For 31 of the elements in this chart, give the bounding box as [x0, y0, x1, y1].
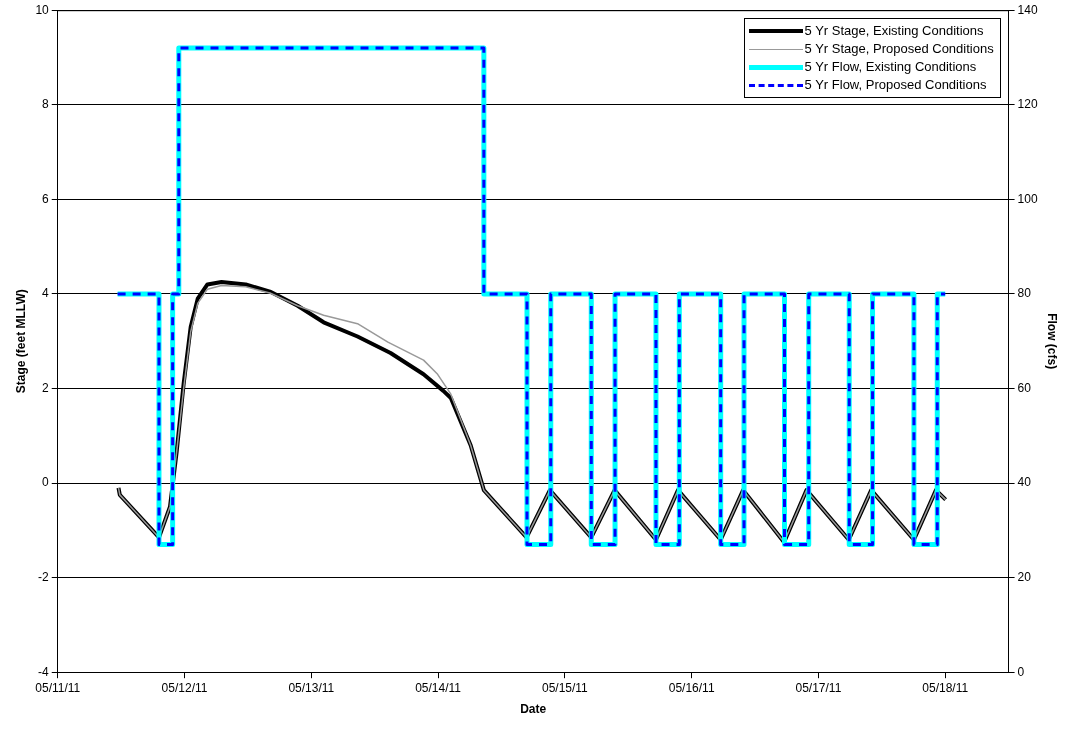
y2-tick-label: 140 [1017, 2, 1038, 17]
legend-label: 5 Yr Stage, Proposed Conditions [804, 40, 994, 59]
y2-tick-label: 20 [1017, 569, 1032, 584]
y2-tick-label: 0 [1017, 664, 1025, 679]
x-tick-label: 05/13/11 [288, 680, 335, 695]
y2-tick-label: 60 [1017, 380, 1032, 395]
y-tick-label: 10 [35, 2, 50, 17]
x-tick-label: 05/18/11 [922, 680, 969, 695]
y2-tick-label: 100 [1017, 191, 1038, 206]
y-tick-label: 4 [42, 286, 50, 301]
y2-tick-label: 120 [1017, 97, 1038, 112]
x-tick-label: 05/16/11 [668, 680, 715, 695]
y2-tick-label: 80 [1017, 286, 1032, 301]
y-tick-label: -2 [38, 569, 50, 584]
x-tick-label: 05/11/11 [35, 680, 81, 695]
x-tick-label: 05/15/11 [541, 680, 589, 695]
y-tick-label: 2 [42, 380, 50, 395]
y2-tick-label: 40 [1017, 475, 1032, 490]
y-axis-title: Stage (feet MLLW) [13, 289, 28, 394]
legend-label: 5 Yr Flow, Proposed Conditions [804, 76, 987, 95]
x-axis-title: Date [520, 702, 547, 717]
x-tick-label: 05/14/11 [415, 680, 462, 695]
y2-axis-title: Flow (cfs) [1045, 313, 1060, 370]
x-tick-label: 05/17/11 [795, 680, 842, 695]
y-tick-label: 8 [42, 97, 50, 112]
y-tick-label: 0 [42, 475, 50, 490]
x-tick-label: 05/12/11 [161, 680, 208, 695]
legend-label: 5 Yr Stage, Existing Conditions [804, 22, 984, 41]
legend-label: 5 Yr Flow, Existing Conditions [804, 58, 977, 77]
y-tick-label: -4 [38, 664, 50, 679]
y-tick-label: 6 [42, 191, 50, 206]
